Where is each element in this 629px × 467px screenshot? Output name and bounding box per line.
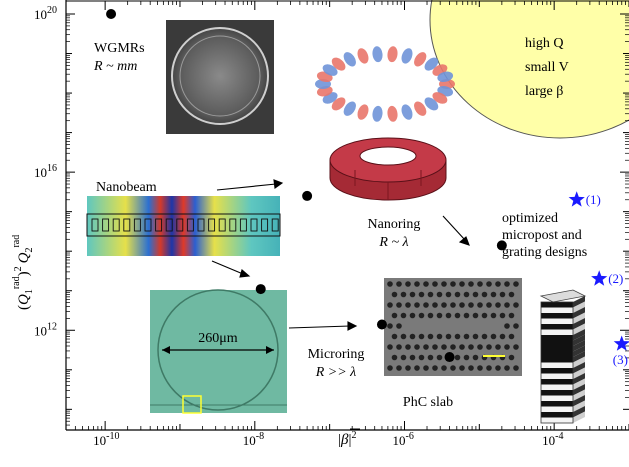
data-point [256,284,266,294]
data-point [445,352,455,362]
star-point [591,270,607,285]
microring-diameter-label: 260μm [198,331,238,346]
star-label: (1) [586,192,601,207]
nanoring-field-image [315,46,455,123]
microring-image [150,290,287,413]
star-label: (3) [613,352,628,367]
x-tick-label: 10-6 [392,431,413,448]
svg-text:|β|2: |β|2 [338,430,357,448]
star-point [614,336,629,351]
optimized-label-line1: optimized [502,211,558,226]
phc-slab-image [384,278,522,376]
data-point [106,9,116,19]
data-point [302,191,312,201]
star-point [569,191,585,206]
svg-text:(Q1rad)2Q2rad: (Q1rad)2Q2rad [11,235,35,310]
y-tick-label: 1020 [34,5,57,22]
star-label: (2) [608,271,623,286]
x-axis-title: |β|2 [338,429,360,448]
data-point [377,319,387,329]
region-label-line1: high Q [525,36,564,51]
region-label-line2: small V [525,60,569,75]
region-label-line3: large β [525,84,563,99]
microring-size-label: R >> λ [315,365,357,380]
y-axis-title: (Q1rad)2Q2rad [11,235,35,310]
phc-label: PhC slab [403,395,453,410]
wgmr-size-label: R ~ mm [93,59,137,74]
x-tick-label: 10-4 [542,431,563,448]
nanoring-3d-image [330,138,446,200]
x-tick-label: 10-10 [93,431,119,448]
microring-label: Microring [308,347,365,362]
wgmr-label: WGMRs [94,41,145,56]
y-tick-label: 1016 [34,163,57,180]
micropost-image [541,290,585,423]
x-tick-label: 10-8 [243,431,264,448]
nanobeam-image [87,196,280,256]
wgmr-photo [166,20,274,134]
optimized-label-line3: grating designs [502,245,587,260]
optimized-label-line2: micropost and [502,228,582,243]
nanoring-label: Nanoring [368,217,421,232]
y-tick-label: 1012 [34,321,57,338]
nanoring-size-label: R ~ λ [378,235,408,250]
nanobeam-label: Nanobeam [96,180,157,195]
